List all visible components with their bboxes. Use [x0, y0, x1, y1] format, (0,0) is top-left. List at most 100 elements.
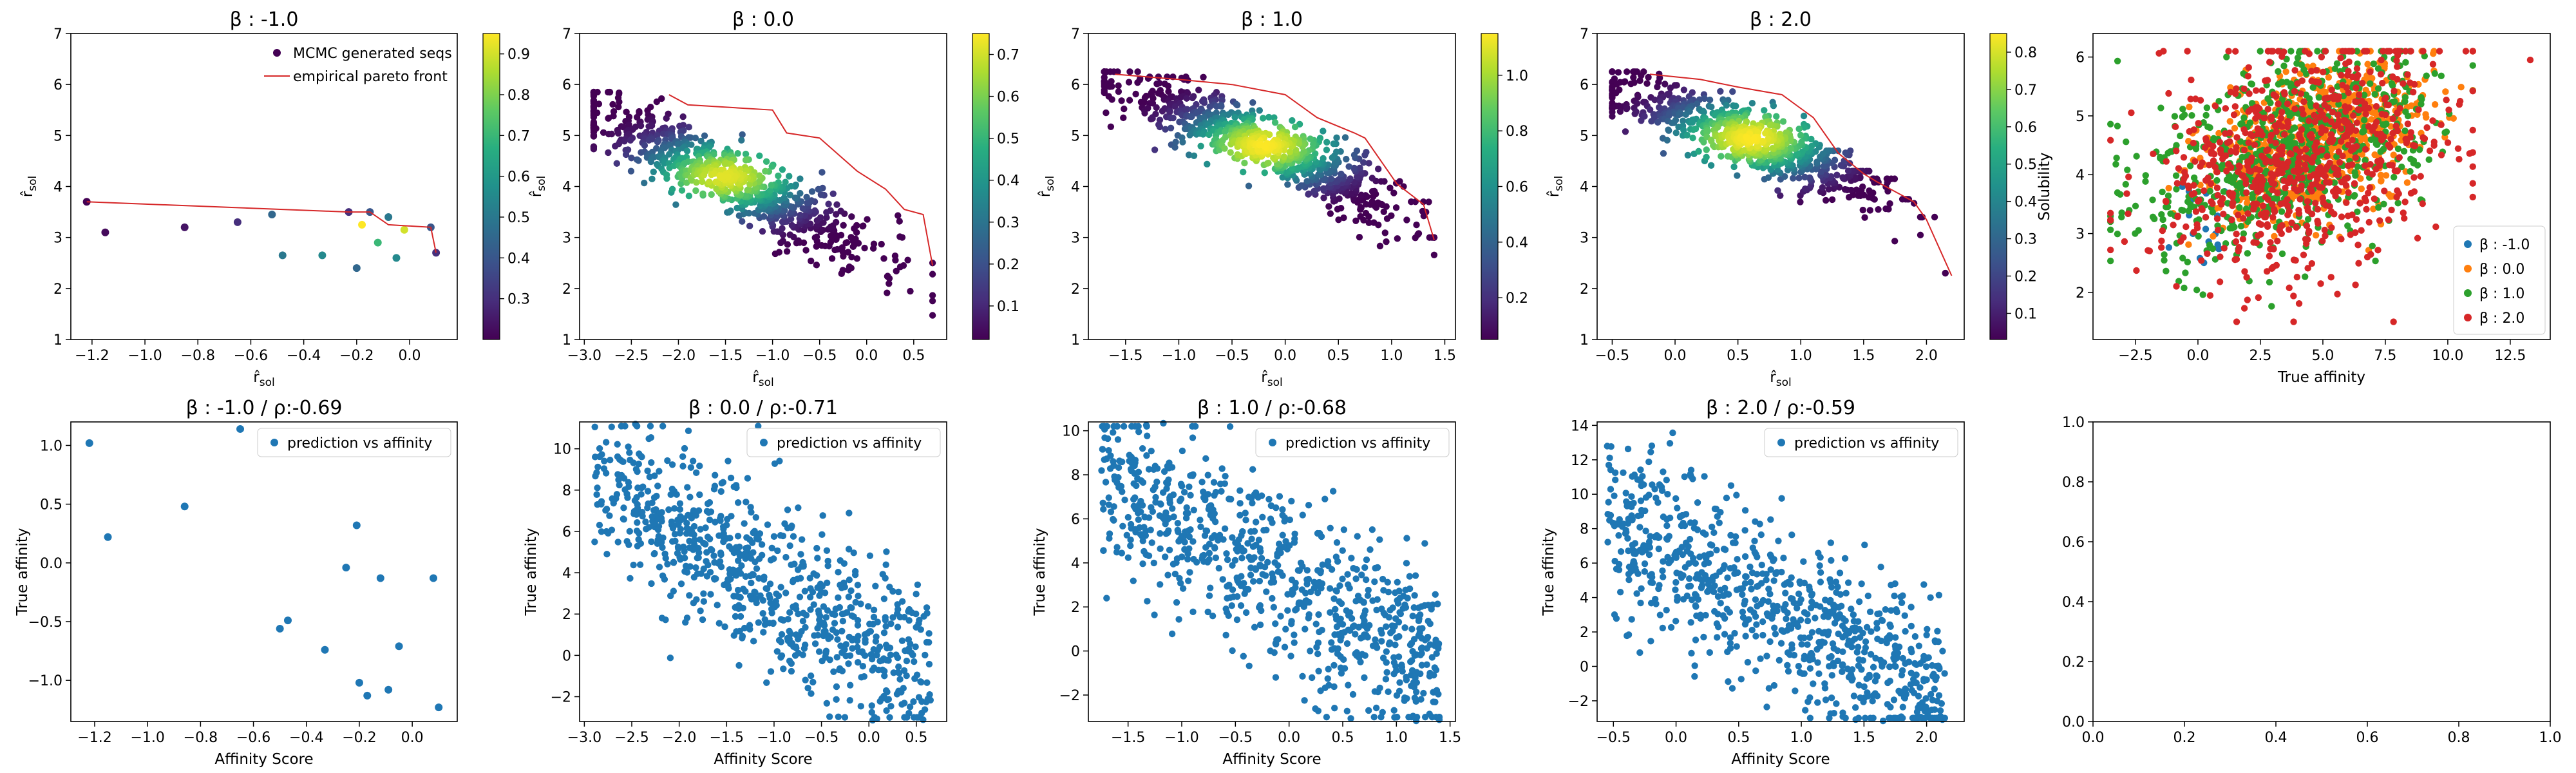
data-point	[609, 100, 616, 108]
data-point	[1797, 198, 1804, 205]
data-point	[2416, 146, 2423, 153]
data-point	[2300, 251, 2307, 258]
colorbar-tick-label: 0.4	[1506, 235, 1528, 251]
data-point	[2382, 111, 2389, 119]
data-point	[1374, 199, 1381, 206]
data-point	[2385, 101, 2392, 109]
legend-label: empirical pareto front	[293, 69, 448, 85]
data-point	[2408, 102, 2415, 110]
data-point	[2356, 200, 2363, 207]
data-point	[1662, 81, 1669, 88]
data-point	[817, 214, 824, 221]
pareto-front-line	[1649, 73, 1953, 276]
data-point	[2114, 57, 2121, 64]
data-point	[714, 602, 721, 609]
y-tick-label: 5	[2076, 109, 2085, 125]
data-point	[2438, 121, 2445, 128]
data-point	[2268, 164, 2275, 171]
data-point	[2345, 162, 2352, 169]
data-point	[1118, 97, 1125, 104]
data-point	[2308, 187, 2315, 195]
data-point	[2337, 138, 2345, 145]
data-point	[2226, 138, 2233, 145]
data-point	[663, 175, 670, 182]
data-point	[2361, 91, 2368, 99]
data-point	[1108, 96, 1115, 103]
data-point	[2347, 147, 2355, 154]
data-point	[1620, 79, 1628, 86]
data-point	[1779, 118, 1787, 125]
data-point	[2275, 48, 2282, 55]
data-point	[2249, 183, 2257, 191]
data-point	[2268, 179, 2276, 186]
data-point	[1692, 125, 1700, 133]
data-point	[384, 685, 393, 694]
colorbar-tick-label: 0.8	[2014, 45, 2037, 61]
data-point	[2184, 258, 2191, 266]
data-point	[1917, 213, 1924, 221]
data-point	[719, 479, 727, 486]
data-point	[2233, 85, 2240, 92]
data-point	[1645, 73, 1652, 81]
colorbar-tick-label: 0.9	[507, 47, 530, 63]
data-point	[2269, 48, 2277, 55]
data-point	[276, 624, 284, 633]
data-point	[2304, 126, 2311, 134]
data-point	[2391, 88, 2398, 95]
ticks: −1.2 −1.0 −0.8 −0.6 −0.4 −0.2 0.0−1.0−0.50.00.…	[28, 438, 424, 746]
y-tick-label: 2	[1071, 282, 1080, 298]
data-point	[283, 616, 292, 625]
data-point	[2172, 172, 2180, 179]
data-point	[2202, 111, 2210, 119]
data-point	[2310, 153, 2317, 161]
data-point	[1831, 157, 1839, 164]
data-point	[2333, 60, 2341, 67]
panel-title: β : -1.0	[230, 8, 299, 31]
data-point	[2285, 226, 2293, 233]
data-point	[811, 207, 819, 215]
data-point	[2231, 103, 2239, 110]
data-point	[2325, 73, 2333, 81]
data-point	[1352, 217, 1359, 224]
data-point	[2177, 238, 2184, 245]
data-point	[1167, 124, 1175, 131]
data-point	[2177, 132, 2184, 140]
data-point	[2353, 119, 2361, 126]
data-point	[2342, 108, 2349, 115]
data-point	[786, 231, 793, 238]
data-point	[1883, 175, 1891, 182]
data-point	[2192, 208, 2200, 215]
data-point	[2362, 157, 2369, 164]
data-point	[2284, 100, 2291, 108]
data-point	[2313, 139, 2320, 146]
data-point	[1179, 138, 1186, 146]
data-points	[591, 421, 934, 724]
data-point	[2107, 120, 2114, 128]
data-point	[2456, 100, 2463, 108]
data-point	[2403, 179, 2411, 186]
data-point	[2184, 48, 2191, 55]
data-point	[1839, 174, 1846, 181]
data-point	[2309, 84, 2316, 91]
colorbar-tick-label: 0.4	[507, 251, 530, 267]
colorbar-tick-label: 0.6	[507, 169, 530, 186]
data-point	[2262, 158, 2269, 166]
data-point	[2353, 98, 2361, 106]
data-point	[839, 267, 846, 274]
data-point	[1819, 150, 1826, 158]
data-point	[2113, 155, 2120, 162]
data-point	[2171, 113, 2179, 120]
data-point	[2334, 291, 2341, 298]
data-point	[1766, 122, 1774, 129]
data-point	[2345, 194, 2352, 201]
data-point	[1320, 185, 1327, 192]
axes-frame	[70, 421, 458, 722]
y-tick-label: 7	[53, 26, 62, 43]
data-point	[878, 240, 885, 248]
data-point	[2290, 292, 2297, 300]
data-point	[2296, 48, 2304, 55]
y-tick-label: 7	[1580, 26, 1589, 43]
data-point	[2255, 294, 2262, 301]
data-point	[614, 129, 622, 137]
